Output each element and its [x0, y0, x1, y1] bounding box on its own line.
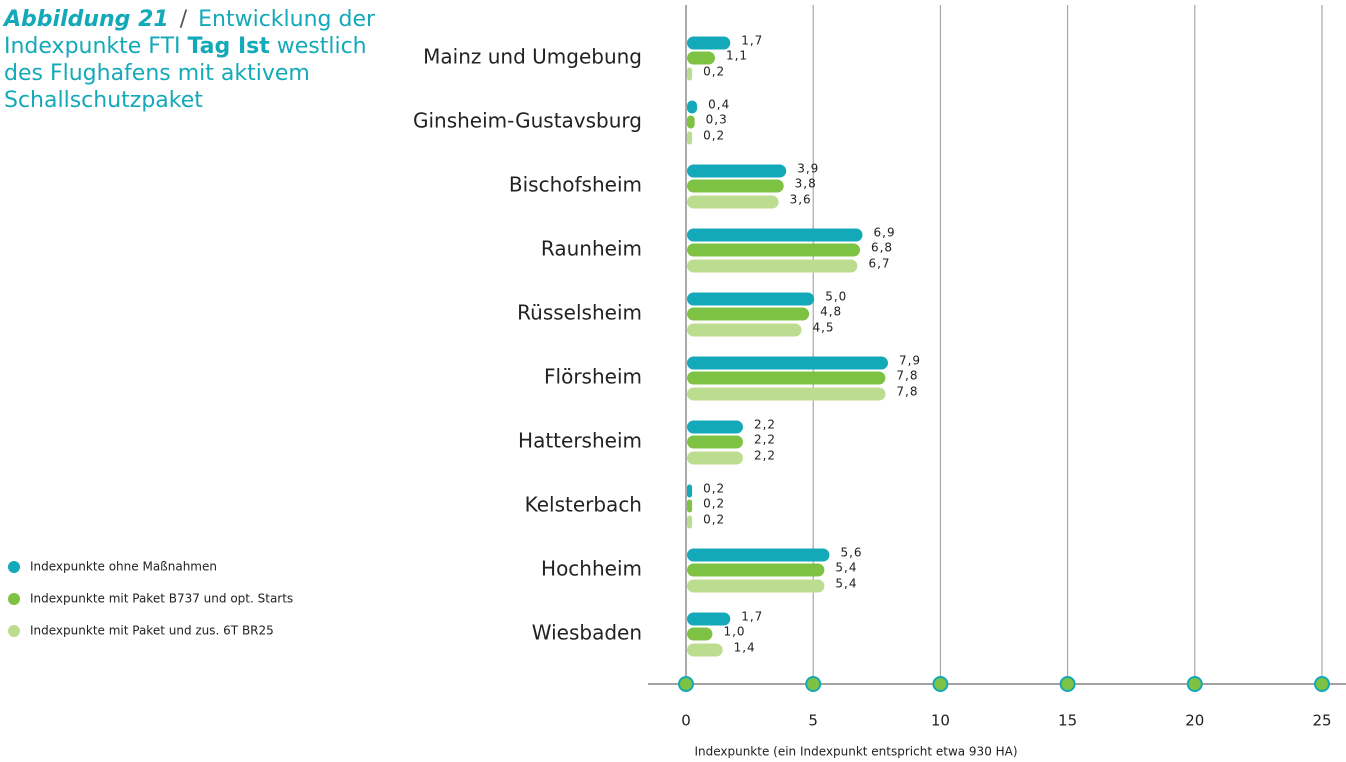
bar	[687, 627, 713, 641]
value-label: 6,8	[871, 241, 893, 255]
bar	[687, 164, 787, 178]
category-label: Rüsselsheim	[517, 301, 642, 325]
value-label: 5,4	[835, 561, 857, 575]
category-label: Mainz und Umgebung	[423, 45, 642, 69]
value-label: 0,2	[703, 65, 725, 79]
value-label: 0,2	[703, 129, 725, 143]
bar	[687, 579, 825, 593]
x-axis-label: Indexpunkte (ein Indexpunkt entspricht e…	[694, 745, 1017, 759]
bar	[687, 36, 731, 50]
title-part: /	[179, 7, 188, 32]
value-label: 3,9	[797, 162, 819, 176]
category-label: Hochheim	[541, 557, 642, 581]
title-part: Abbildung 21	[4, 7, 169, 32]
bar	[687, 643, 723, 657]
bar	[687, 323, 802, 337]
category-label: Kelsterbach	[525, 493, 642, 517]
value-label: 2,2	[754, 433, 776, 447]
bar	[687, 563, 825, 577]
bar	[687, 259, 858, 273]
tick-mark	[1059, 676, 1076, 692]
category-label: Bischofsheim	[509, 173, 642, 197]
category-label: Flörsheim	[544, 365, 642, 389]
legend-marker	[8, 561, 20, 573]
legend-marker	[8, 625, 20, 637]
value-label: 2,2	[754, 418, 776, 432]
bar	[687, 371, 886, 385]
bar	[687, 179, 784, 193]
bar	[687, 67, 693, 81]
tick-mark	[1186, 676, 1203, 692]
category-label: Ginsheim-Gustavsburg	[413, 109, 642, 133]
bar	[687, 307, 810, 321]
value-label: 0,2	[703, 513, 725, 527]
title-part: Entwicklung der Indexpunkte FTI	[4, 7, 376, 59]
legend-marker	[8, 593, 20, 605]
value-label: 3,8	[795, 177, 817, 191]
bar	[687, 243, 860, 257]
bar	[687, 451, 743, 465]
value-label: 7,9	[899, 354, 921, 368]
bar	[687, 499, 693, 513]
legend-label: Indexpunkte ohne Maßnahmen	[30, 560, 217, 574]
bar	[687, 612, 731, 626]
bar	[687, 131, 693, 145]
value-label: 1,7	[741, 34, 763, 48]
chart-title: Abbildung 21 / Entwicklung der Indexpunk…	[4, 6, 384, 114]
value-label: 1,7	[741, 610, 763, 624]
value-label: 5,4	[835, 577, 857, 591]
category-label: Raunheim	[541, 237, 642, 261]
value-label: 4,8	[820, 305, 842, 319]
x-tick-label: 25	[1312, 712, 1331, 730]
bar	[687, 356, 888, 370]
category-label: Wiesbaden	[532, 621, 642, 645]
value-label: 0,4	[708, 98, 730, 112]
x-tick-label: 20	[1185, 712, 1204, 730]
value-label: 1,4	[734, 641, 756, 655]
bar	[687, 484, 693, 498]
title-part: Tag Ist	[187, 34, 270, 59]
value-label: 3,6	[790, 193, 812, 207]
value-label: 0,3	[706, 113, 728, 127]
value-label: 5,0	[825, 290, 847, 304]
category-label: Hattersheim	[518, 429, 642, 453]
x-tick-label: 10	[931, 712, 950, 730]
tick-mark	[932, 676, 949, 692]
tick-mark	[805, 676, 822, 692]
bar	[687, 548, 830, 562]
value-label: 6,9	[874, 226, 896, 240]
tick-mark	[678, 676, 694, 692]
bar	[687, 420, 743, 434]
bar	[687, 515, 693, 529]
tick-mark	[1314, 676, 1330, 692]
bar	[687, 100, 698, 114]
bar	[687, 115, 695, 129]
bar	[687, 292, 815, 306]
bar	[687, 195, 779, 209]
title-part: westlich des Flughafens mit aktivem Scha…	[4, 34, 367, 113]
legend-label: Indexpunkte mit Paket B737 und opt. Star…	[30, 592, 293, 606]
value-label: 7,8	[896, 369, 918, 383]
x-tick-label: 15	[1058, 712, 1077, 730]
bar	[687, 228, 863, 242]
value-label: 7,8	[896, 385, 918, 399]
value-label: 0,2	[703, 497, 725, 511]
x-tick-label: 5	[808, 712, 818, 730]
bar	[687, 51, 715, 65]
bar	[687, 435, 743, 449]
value-label: 0,2	[703, 482, 725, 496]
legend-label: Indexpunkte mit Paket und zus. 6T BR25	[30, 624, 274, 638]
value-label: 5,6	[840, 546, 862, 560]
value-label: 2,2	[754, 449, 776, 463]
bar	[687, 387, 886, 401]
value-label: 4,5	[812, 321, 834, 335]
value-label: 1,1	[726, 49, 748, 63]
value-label: 1,0	[723, 625, 745, 639]
value-label: 6,7	[868, 257, 890, 271]
x-tick-label: 0	[681, 712, 691, 730]
